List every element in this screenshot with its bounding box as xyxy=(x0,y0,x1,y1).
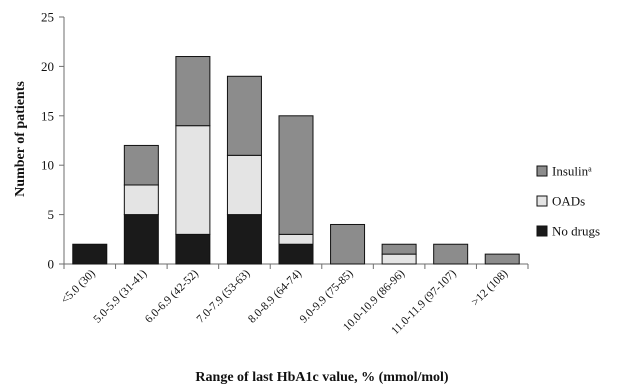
legend-superscript: a xyxy=(588,164,592,173)
bar-segment-insulin xyxy=(226,75,262,156)
legend-label-insulin: Insulina xyxy=(552,164,592,179)
x-axis: <5.0 (30)5.0-5.9 (31-41)6.0-6.9 (42-52)7… xyxy=(59,263,529,337)
y-axis-title: Number of patients xyxy=(13,81,28,197)
y-tick-label: 15 xyxy=(41,108,54,123)
y-tick-label: 10 xyxy=(41,158,54,173)
y-tick-label: 5 xyxy=(48,207,55,222)
bar-segment-oads xyxy=(381,253,417,265)
bar-segment-insulin xyxy=(175,56,211,127)
bar-segment-no-drugs xyxy=(123,214,159,265)
y-tick-label: 20 xyxy=(41,59,54,74)
y-tick-label: 25 xyxy=(41,10,54,25)
x-tick-label: 6.0-6.9 (42-52) xyxy=(143,268,201,326)
bar-segment-oads xyxy=(175,125,211,235)
y-tick-label: 0 xyxy=(48,257,55,272)
x-tick-label: 9.0-9.9 (75-85) xyxy=(298,268,356,326)
legend-swatch-insulin xyxy=(536,165,548,177)
x-axis-title: Range of last HbA1c value, % (mmol/mol) xyxy=(195,370,448,385)
bar-segment-no-drugs xyxy=(278,243,314,265)
bar-segment-insulin xyxy=(123,144,159,186)
bar-segment-insulin xyxy=(381,243,417,255)
legend-swatch-oads xyxy=(536,195,548,207)
bar-segment-insulin xyxy=(278,115,314,235)
bar-segment-no-drugs xyxy=(72,243,108,265)
bar-segment-no-drugs xyxy=(175,233,211,265)
legend-swatch-no-drugs xyxy=(536,225,548,237)
x-tick-label: 5.0-5.9 (31-41) xyxy=(92,268,150,326)
bars xyxy=(72,56,520,265)
legend-label-no-drugs: No drugs xyxy=(552,224,600,239)
bar-segment-insulin xyxy=(484,253,520,265)
bar-segment-no-drugs xyxy=(226,214,262,265)
y-axis: 0 5 10 15 20 25 xyxy=(41,10,65,272)
bar-segment-insulin xyxy=(433,243,469,265)
x-tick-label: <5.0 (30) xyxy=(59,268,98,307)
x-tick-label: 8.0-8.9 (64-74) xyxy=(246,268,304,326)
bar-segment-oads xyxy=(226,154,262,216)
bar-segment-oads xyxy=(278,233,314,245)
legend-label-oads: OADs xyxy=(552,194,585,209)
x-tick-label: 7.0-7.9 (53-63) xyxy=(195,268,253,326)
x-tick-label: >12 (108) xyxy=(469,268,510,309)
bar-segment-insulin xyxy=(330,223,366,265)
bar-segment-oads xyxy=(123,184,159,216)
legend: Insulina OADs No drugs xyxy=(536,164,600,239)
